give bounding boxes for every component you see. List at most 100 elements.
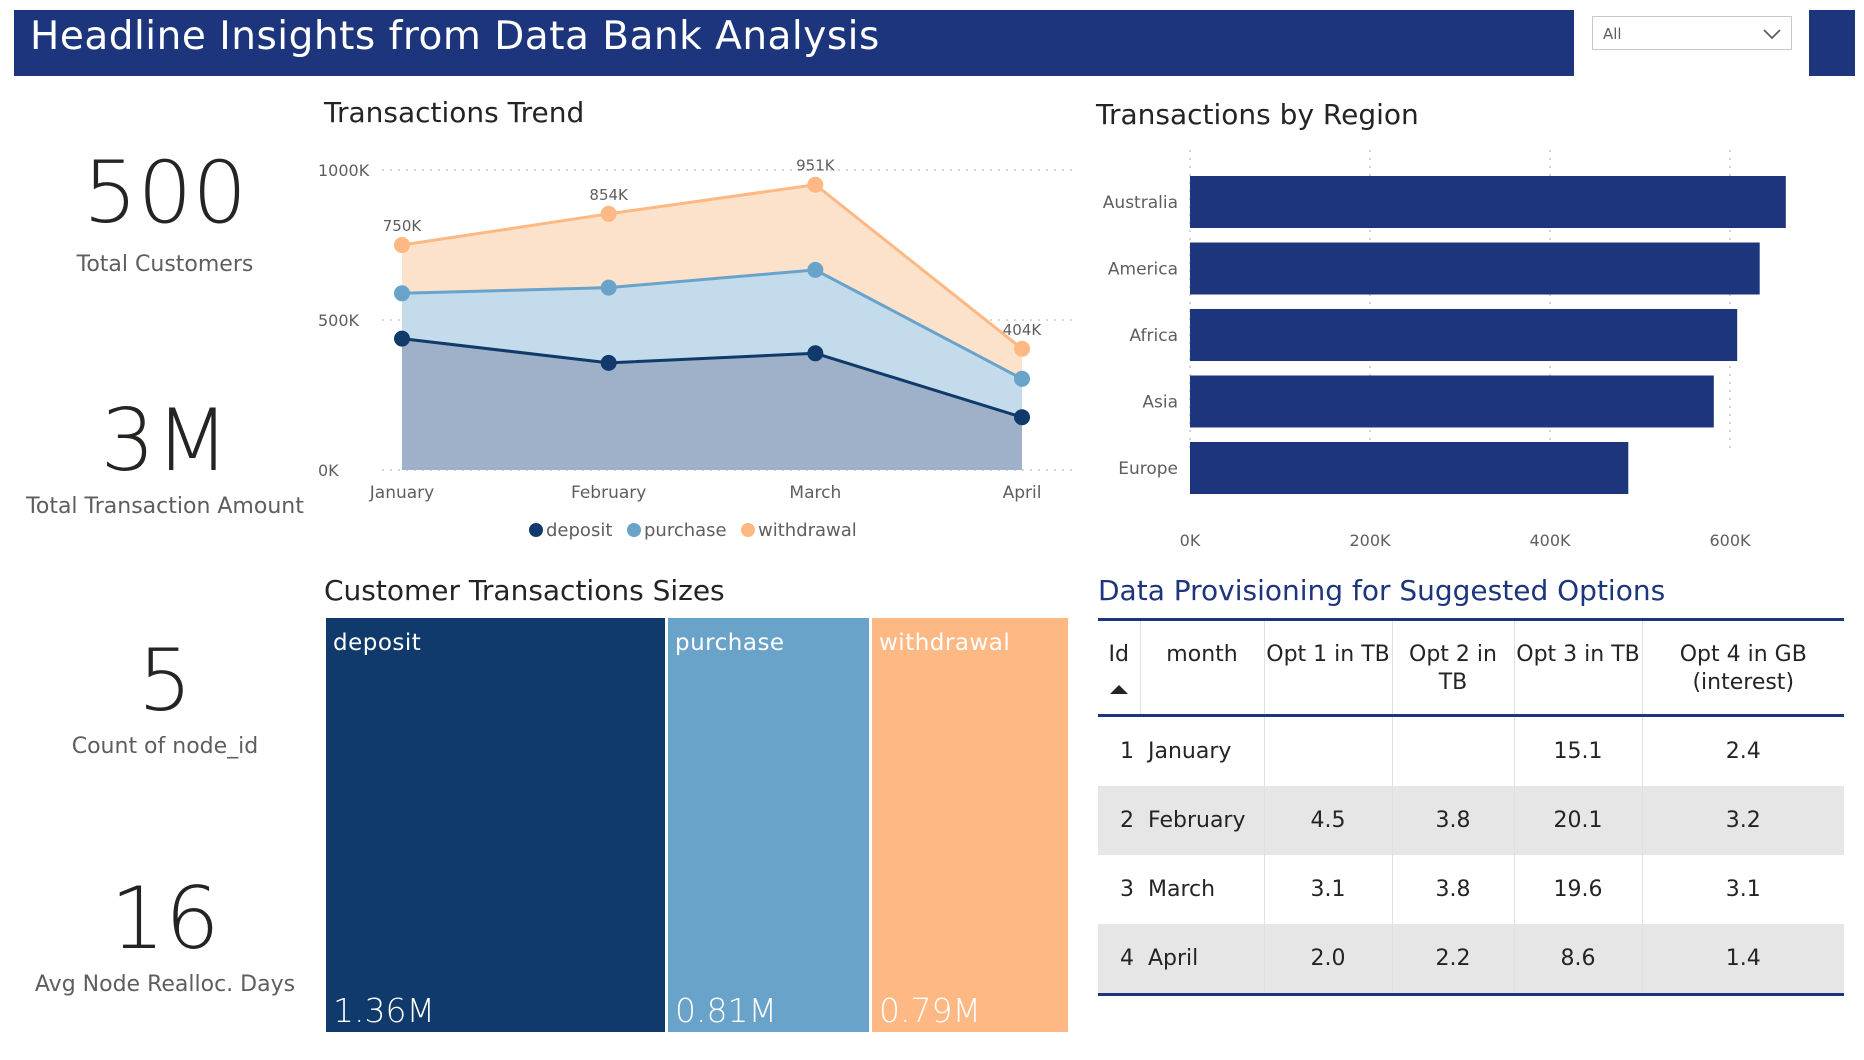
cell-month: April	[1140, 924, 1264, 995]
kpi-label: Avg Node Realloc. Days	[34, 972, 296, 997]
kpi-value: 5	[137, 631, 193, 731]
category-label: Africa	[1130, 326, 1179, 346]
data-point-withdrawal[interactable]	[394, 237, 410, 253]
page-title: Headline Insights from Data Bank Analysi…	[30, 14, 880, 59]
header-corner-block	[1809, 10, 1855, 76]
cell-opt2: 3.8	[1391, 786, 1514, 855]
kpi-value: 3M	[100, 391, 230, 491]
category-label: America	[1108, 260, 1178, 280]
data-point-deposit[interactable]	[1014, 409, 1030, 426]
cell-month: March	[1148, 877, 1216, 902]
treemap-cell-deposit[interactable]: deposit 1.36M	[326, 618, 665, 1032]
x-tick-label: April	[1003, 483, 1042, 503]
column-header-opt1[interactable]: Opt 1 in TB	[1263, 619, 1392, 716]
series-line-deposit	[401, 337, 1023, 419]
data-label: 951K	[796, 157, 836, 175]
x-tick-label: 400K	[1529, 531, 1571, 550]
treemap-cell-purchase[interactable]: purchase 0.81M	[668, 618, 869, 1032]
cell-opt3: 8.6	[1513, 924, 1642, 995]
data-point-purchase[interactable]	[807, 261, 824, 278]
table-header-row: Id month Opt 1 in TB Opt 2 in TB Opt 3 i…	[1098, 619, 1844, 716]
x-tick-label: 200K	[1349, 531, 1391, 550]
cell-opt3: 15.1	[1513, 715, 1642, 786]
transactions-trend-chart[interactable]: 750K 854K 951K 404K 0K 500K 1000K January Febru…	[314, 150, 1074, 550]
cell-opt4: 2.4	[1641, 715, 1844, 786]
column-header-id[interactable]: Id	[1098, 620, 1140, 716]
y-tick-label: 0K	[318, 461, 339, 480]
cell-opt3: 20.1	[1513, 786, 1642, 855]
x-tick-label: 600K	[1709, 531, 1751, 550]
treemap-cell-value: 0.79M	[879, 991, 981, 1030]
column-header-opt2[interactable]: Opt 2 in TB	[1391, 619, 1514, 716]
table-title: Data Provisioning for Suggested Options	[1098, 574, 1666, 607]
sort-ascending-icon[interactable]	[1109, 685, 1128, 694]
series-line-purchase	[401, 268, 1023, 381]
x-tick-label: February	[571, 483, 646, 503]
cell-opt3: 19.6	[1513, 855, 1642, 924]
table-row: 1 January 15.1 2.4	[1098, 715, 1844, 786]
data-label: 854K	[589, 186, 629, 204]
treemap-title: Customer Transactions Sizes	[324, 574, 725, 607]
bar-europe[interactable]	[1190, 442, 1629, 494]
bar-australia[interactable]	[1190, 176, 1786, 228]
table-row: 4 April 2.0 2.2 8.6 1.4	[1098, 924, 1844, 995]
x-tick-label: January	[369, 483, 434, 503]
data-point-purchase[interactable]	[1014, 370, 1030, 387]
category-label: Europe	[1118, 459, 1178, 479]
bar-asia[interactable]	[1190, 375, 1714, 428]
data-point-withdrawal[interactable]	[1014, 340, 1030, 357]
legend-label-deposit[interactable]: deposit	[546, 520, 612, 541]
data-point-deposit[interactable]	[600, 354, 617, 371]
filter-selected-value: All	[1603, 25, 1622, 43]
bar-america[interactable]	[1190, 242, 1760, 295]
cell-opt2	[1391, 715, 1514, 786]
data-label: 404K	[1003, 321, 1043, 339]
cell-opt1: 3.1	[1263, 855, 1392, 924]
kpi-label: Total Transaction Amount	[26, 494, 304, 519]
cell-opt1: 4.5	[1263, 786, 1392, 855]
cell-opt2: 3.8	[1391, 855, 1514, 924]
column-header-opt4[interactable]: Opt 4 in GB (interest)	[1641, 619, 1844, 716]
treemap-cell-value: 0.81M	[675, 991, 777, 1030]
data-point-deposit[interactable]	[807, 345, 824, 362]
legend-label-purchase[interactable]: purchase	[644, 520, 727, 541]
data-point-deposit[interactable]	[394, 330, 410, 347]
cell-id: 4	[1098, 924, 1140, 995]
kpi-value: 500	[82, 143, 248, 243]
category-label: Asia	[1142, 393, 1178, 413]
transactions-by-region-chart[interactable]: Australia America Africa Asia Europe 0K 200K 4…	[1090, 144, 1860, 554]
kpi-label: Total Customers	[76, 252, 254, 277]
column-header-opt3[interactable]: Opt 3 in TB	[1513, 619, 1642, 716]
region-chart-title: Transactions by Region	[1096, 98, 1419, 131]
cell-month: January	[1148, 739, 1232, 764]
data-label: 750K	[383, 217, 423, 235]
y-tick-label: 1000K	[318, 161, 370, 180]
treemap-cell-label: deposit	[333, 630, 422, 656]
treemap-cell-label: withdrawal	[879, 630, 1011, 656]
cell-opt4: 3.2	[1641, 786, 1844, 855]
treemap-cell-withdrawal[interactable]: withdrawal 0.79M	[872, 618, 1068, 1032]
cell-month: February	[1140, 786, 1264, 855]
cell-opt1	[1263, 715, 1392, 786]
x-tick-label: March	[789, 483, 841, 503]
bar-africa[interactable]	[1190, 309, 1738, 361]
column-header-label: Id	[1108, 642, 1129, 667]
cell-id: 1	[1120, 739, 1134, 764]
cell-id: 3	[1120, 877, 1134, 902]
kpi-label: Count of node_id	[71, 734, 259, 759]
area-deposit	[402, 338, 1022, 470]
legend-label-withdrawal[interactable]: withdrawal	[758, 520, 857, 541]
data-point-withdrawal[interactable]	[600, 205, 617, 222]
filter-dropdown[interactable]: All	[1592, 16, 1792, 50]
treemap-cell-value: 1.36M	[333, 991, 435, 1030]
column-header-month[interactable]: month	[1139, 619, 1264, 716]
data-point-purchase[interactable]	[394, 285, 410, 302]
treemap-cell-label: purchase	[675, 630, 785, 656]
data-point-withdrawal[interactable]	[807, 176, 824, 193]
data-point-purchase[interactable]	[600, 279, 617, 296]
y-tick-label: 500K	[318, 311, 360, 330]
series-line-withdrawal	[401, 183, 1023, 350]
legend-marker-purchase	[627, 523, 641, 537]
legend-marker-deposit	[529, 523, 543, 537]
trend-chart-title: Transactions Trend	[324, 96, 585, 129]
